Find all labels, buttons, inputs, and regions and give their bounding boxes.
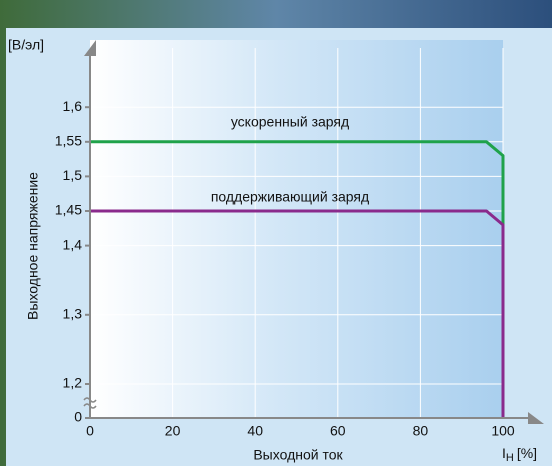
plot-area — [90, 40, 503, 418]
x-unit-suffix: [%] — [517, 445, 537, 461]
chart: [В/эл] Выходное напряжение Выходной ток … — [0, 0, 552, 466]
x-unit-subscript: Н — [506, 452, 514, 464]
x-tick-label: 100 — [491, 423, 515, 439]
y-tick-label: 1,3 — [63, 306, 83, 322]
y-tick-label: 1,55 — [55, 133, 82, 149]
page: {"chart_data": {"type": "line", "y_label… — [0, 0, 552, 466]
series-label: ускоренный заряд — [231, 114, 349, 130]
y-axis-label: Выходное напряжение — [25, 172, 41, 320]
y-unit: [В/эл] — [8, 37, 44, 53]
y-tick-label: 1,5 — [63, 167, 83, 183]
x-tick-label: 80 — [413, 423, 429, 439]
y-tick-label: 1,45 — [55, 202, 82, 218]
x-tick-label: 0 — [86, 423, 94, 439]
x-tick-label: 60 — [330, 423, 346, 439]
y-tick-label: 1,2 — [63, 375, 83, 391]
x-tick-label: 40 — [247, 423, 263, 439]
y-tick-label: 1,6 — [63, 98, 83, 114]
x-tick-label: 20 — [165, 423, 181, 439]
y-tick-label: 1,4 — [63, 236, 83, 252]
series-label: поддерживающий заряд — [211, 189, 369, 205]
x-axis-label: Выходной ток — [253, 447, 343, 463]
y-tick-label: 0 — [74, 409, 82, 425]
